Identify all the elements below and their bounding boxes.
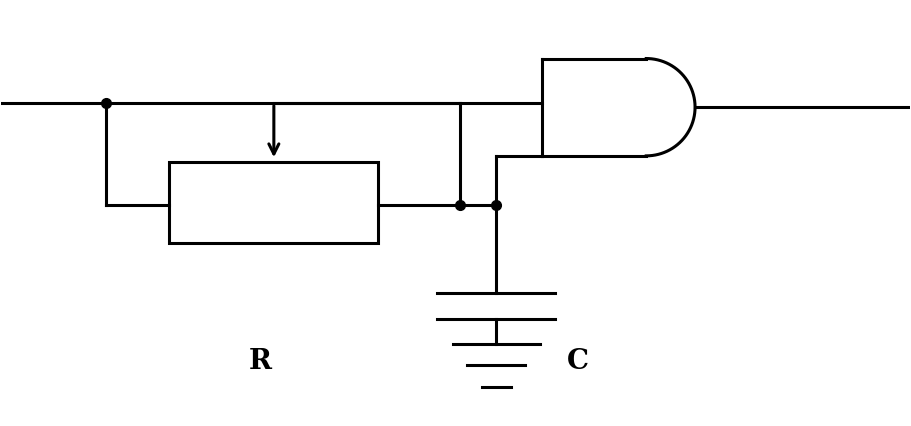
Bar (169, 162, 378, 243)
Text: C: C (568, 348, 589, 374)
Text: R: R (249, 348, 271, 374)
